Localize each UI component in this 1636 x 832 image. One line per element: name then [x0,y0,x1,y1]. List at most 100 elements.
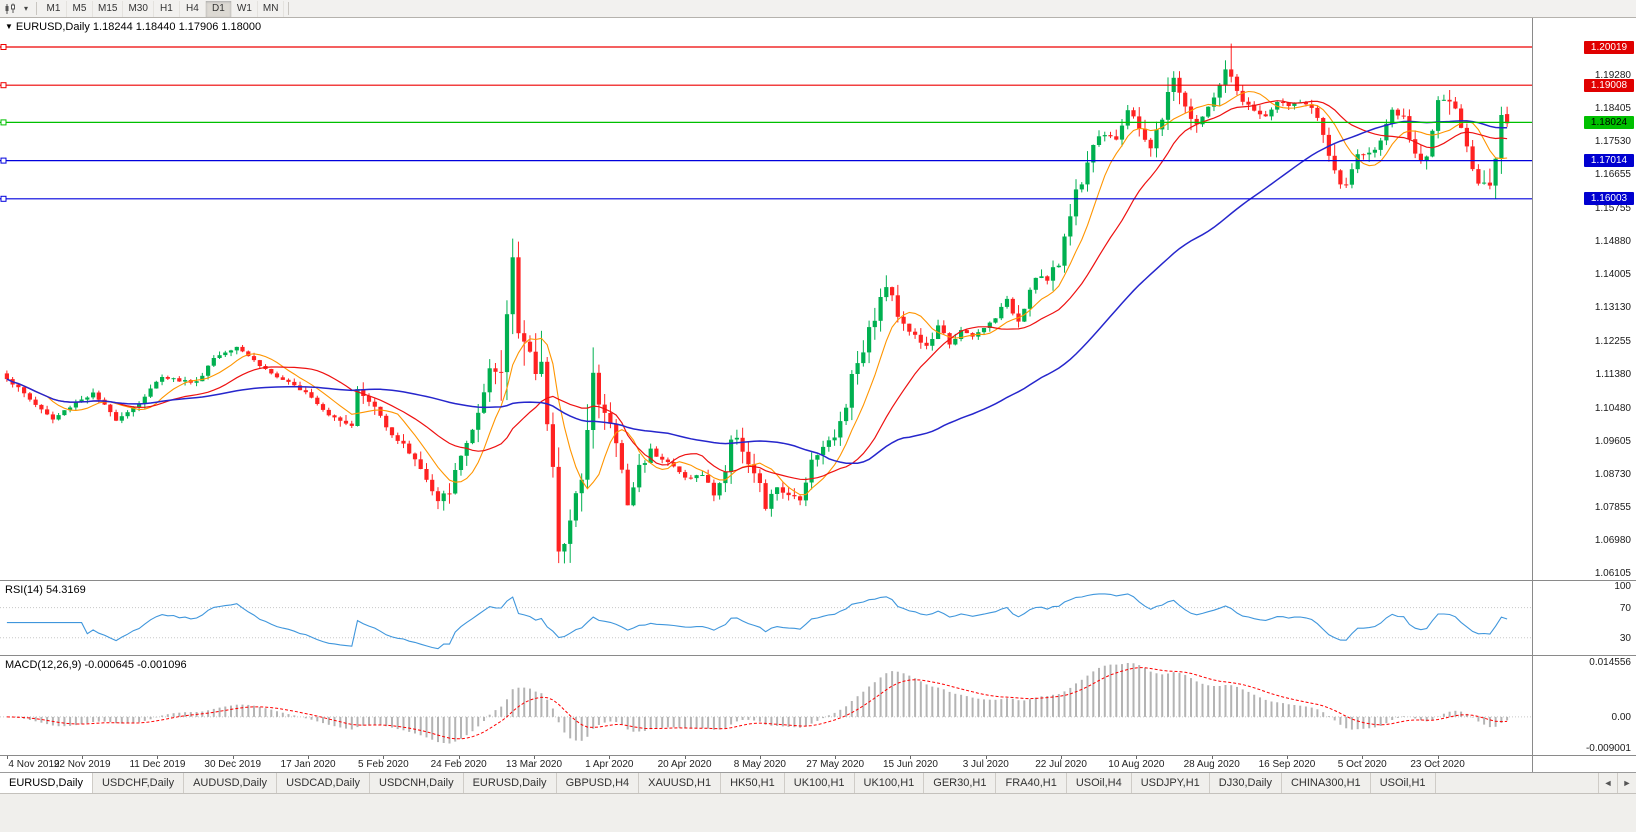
date-tick [985,756,987,759]
chart-tab-uk100-h1[interactable]: UK100,H1 [855,773,925,793]
date-label: 20 Apr 2020 [657,759,712,770]
tabs-scroll-right-button[interactable]: ► [1617,773,1636,793]
date-tick [533,756,535,759]
timeframe-button-m5[interactable]: M5 [67,0,93,17]
date-tick [232,756,234,759]
chart-tab-usoil-h1[interactable]: USOil,H1 [1371,773,1436,793]
date-label: 4 Nov 2019 [8,759,60,770]
rsi-axis-label: 70 [1619,602,1631,614]
date-axis-corner [1532,756,1636,772]
chart-tab-dj30-daily[interactable]: DJ30,Daily [1210,773,1282,793]
tabs-scroll-left-button[interactable]: ◄ [1598,773,1617,793]
chart-tab-eurusd-daily[interactable]: EURUSD,Daily [464,773,557,793]
chart-title-text: EURUSD,Daily 1.18244 1.18440 1.17906 1.1… [15,21,262,33]
price-axis-label: 1.16655 [1594,169,1631,181]
macd-chart[interactable] [0,656,1532,755]
timeframe-button-h4[interactable]: H4 [180,0,206,17]
date-tick [1211,756,1213,759]
price-axis-label: 1.10480 [1594,402,1631,414]
chart-tab-hk50-h1[interactable]: HK50,H1 [721,773,785,793]
date-label: 22 Jul 2020 [1035,759,1087,770]
tab-scroll-arrows: ◄ ► [1598,773,1636,793]
chart-tab-xauusd-h1[interactable]: XAUUSD,H1 [639,773,722,793]
chart-tab-usoil-h4[interactable]: USOil,H4 [1067,773,1132,793]
price-axis-label: 1.08730 [1594,468,1631,480]
chart-tabs: EURUSD,Daily USDCHF,Daily AUDUSD,Daily USDC… [0,773,1436,793]
date-tick [1437,756,1439,759]
date-label: 28 Aug 2020 [1183,759,1240,770]
date-tick [609,756,611,759]
chart-tab-usdcad-daily[interactable]: USDCAD,Daily [277,773,371,793]
date-label: 5 Feb 2020 [358,759,409,770]
date-label: 16 Sep 2020 [1258,759,1316,770]
chart-tab-audusd-daily[interactable]: AUDUSD,Daily [184,773,278,793]
price-axis-label: 1.13130 [1594,302,1631,314]
timeframe-button-d1[interactable]: D1 [205,0,232,17]
price-line-badge: 1.19008 [1584,78,1634,92]
timeframe-button-mn[interactable]: MN [258,0,285,17]
macd-axis: 0.014556 0.00 -0.009001 [1532,656,1636,755]
toolbar-separator [288,2,290,15]
date-axis: 4 Nov 2019 22 Nov 2019 11 Dec 2019 30 Dec 2… [0,755,1636,772]
date-label: 17 Jan 2020 [280,759,336,770]
rsi-label: RSI(14) 54.3169 [5,584,86,596]
date-tick [308,756,310,759]
rsi-indicator-panel[interactable]: RSI(14) 54.3169 100 70 30 [0,580,1636,655]
price-axis: 1.19280 1.18405 1.17530 1.16655 1.15755 1.148… [1532,18,1636,580]
date-tick [835,756,837,759]
timeframe-button-m30[interactable]: M30 [123,0,154,17]
chart-tab-usdchf-daily[interactable]: USDCHF,Daily [93,773,185,793]
date-label: 27 May 2020 [806,759,865,770]
dropdown-caret-icon[interactable]: ▾ [23,4,28,13]
price-axis-label: 1.14005 [1594,269,1631,281]
timeframe-button-h1[interactable]: H1 [154,0,180,17]
date-tick [6,756,8,759]
timeframe-buttons: M1 M5 M15 M30 H1 H4 D1 W1 MN [41,0,285,17]
macd-label: MACD(12,26,9) -0.000645 -0.001096 [5,659,187,671]
date-label: 3 Jul 2020 [962,759,1009,770]
timeframe-button-m15[interactable]: M15 [93,0,124,17]
date-tick [157,756,159,759]
timeframe-button-m1[interactable]: M1 [41,0,67,17]
date-tick [1136,756,1138,759]
date-label: 10 Aug 2020 [1108,759,1165,770]
chart-type-icon[interactable] [0,1,20,17]
date-tick [1286,756,1288,759]
date-label: 23 Oct 2020 [1410,759,1465,770]
rsi-axis-label: 100 [1614,581,1631,592]
price-axis-label: 1.11380 [1595,368,1631,380]
timeframe-button-w1[interactable]: W1 [232,0,258,17]
chart-tab-eurusd-daily[interactable]: EURUSD,Daily [0,773,93,793]
date-label: 5 Oct 2020 [1337,759,1387,770]
price-line-badge: 1.17014 [1584,154,1634,168]
macd-indicator-panel[interactable]: MACD(12,26,9) -0.000645 -0.001096 0.0145… [0,655,1636,755]
chart-tab-bar: EURUSD,Daily USDCHF,Daily AUDUSD,Daily USDC… [0,772,1636,793]
collapse-arrow-icon[interactable]: ▼ [5,22,13,31]
date-label: 24 Feb 2020 [430,759,487,770]
macd-axis-label: -0.009001 [1585,743,1631,754]
chart-tab-uk100-h1[interactable]: UK100,H1 [785,773,855,793]
price-axis-label: 1.17530 [1594,136,1631,148]
date-label: 1 Apr 2020 [585,759,634,770]
price-line-badge: 1.18024 [1584,115,1634,129]
price-axis-label: 1.19280 [1594,69,1631,81]
price-chart-panel[interactable]: ▼ EURUSD,Daily 1.18244 1.18440 1.17906 1.… [0,18,1636,580]
date-tick [684,756,686,759]
price-axis-label: 1.06980 [1594,534,1631,546]
chart-tab-ger30-h1[interactable]: GER30,H1 [924,773,997,793]
date-label: 13 Mar 2020 [505,759,563,770]
date-tick [1362,756,1364,759]
chart-tab-usdcnh-daily[interactable]: USDCNH,Daily [370,773,464,793]
chart-tab-gbpusd-h4[interactable]: GBPUSD,H4 [557,773,640,793]
price-line-badge: 1.20019 [1584,40,1634,54]
price-line-badge: 1.16003 [1584,192,1634,206]
rsi-chart[interactable] [0,581,1532,655]
timeframe-toolbar: ▾ M1 M5 M15 M30 H1 H4 D1 W1 MN [0,0,1636,18]
chart-tab-usdjpy-h1[interactable]: USDJPY,H1 [1132,773,1210,793]
chart-tab-fra40-h1[interactable]: FRA40,H1 [996,773,1067,793]
toolbar-separator [36,2,37,15]
date-tick [1061,756,1063,759]
chart-tab-china300-h1[interactable]: CHINA300,H1 [1282,773,1371,793]
candlestick-chart[interactable] [0,18,1532,580]
